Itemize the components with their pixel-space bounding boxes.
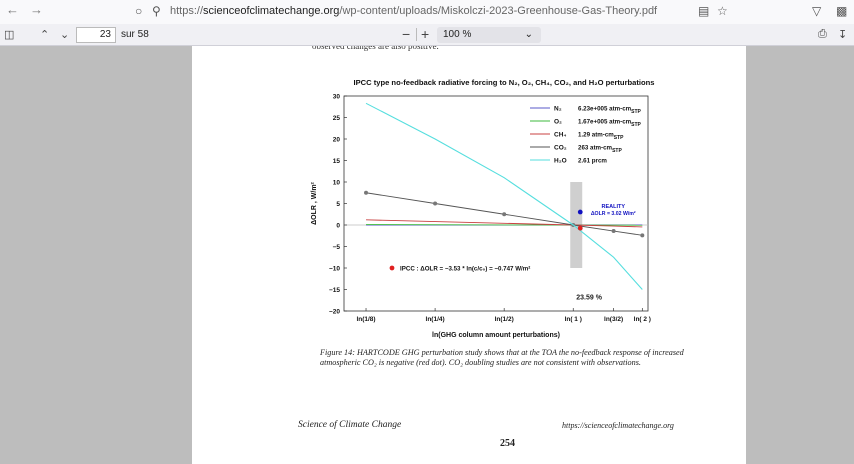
previous-page-icon[interactable]: ⌃	[40, 29, 50, 41]
legend-unit-sub: STP	[631, 109, 641, 115]
y-tick-label: 20	[333, 137, 341, 144]
lock-icon[interactable]: ⚲	[152, 4, 161, 18]
y-tick-label: 25	[333, 115, 341, 122]
figure-caption: Figure 14: HARTCODE GHG perturbation stu…	[320, 348, 684, 367]
legend-name: CO₂	[554, 145, 567, 152]
zoom-value: 100 %	[443, 29, 472, 40]
shaded-band-label: 23.59 %	[576, 294, 602, 301]
shield-icon[interactable]: ○	[135, 4, 143, 18]
forward-arrow-icon[interactable]: →	[30, 2, 43, 17]
extensions-icon[interactable]: ▩	[836, 4, 848, 18]
bookmark-star-icon[interactable]: ☆	[717, 4, 728, 18]
print-icon[interactable]: ⎙	[818, 28, 827, 40]
x-axis-label: ln(GHG column amount perturbations)	[432, 332, 560, 339]
url-field[interactable]: https://scienceofclimatechange.org/wp-co…	[170, 5, 657, 17]
footer-url: https://scienceofclimatechange.org	[562, 421, 674, 430]
legend-unit-sub: STP	[631, 122, 641, 128]
x-tick-label: ln( 2 )	[634, 316, 651, 323]
browser-url-bar: ← → ○ ⚲ https://scienceofclimatechange.o…	[0, 0, 854, 24]
back-arrow-icon[interactable]: ←	[6, 2, 19, 17]
legend-name: O₂	[554, 119, 562, 126]
x-tick-label: ln(3/2)	[604, 316, 623, 323]
page-total: sur 58	[121, 29, 149, 40]
chart-title: IPCC type no-feedback radiative forcing …	[353, 78, 654, 87]
series-marker	[611, 229, 616, 234]
y-tick-label: −20	[329, 309, 340, 316]
series-marker	[364, 190, 369, 195]
legend-unit-sub: STP	[614, 135, 624, 141]
x-tick-label: ln(1/2)	[495, 316, 514, 323]
ipcc-point	[577, 225, 583, 231]
reality-point	[577, 209, 583, 215]
y-tick-label: −10	[329, 266, 340, 273]
y-tick-label: 0	[336, 223, 340, 230]
reader-view-icon[interactable]: ▤	[698, 4, 710, 18]
reality-label: REALITY	[601, 204, 625, 210]
legend-amount: 1.67e+005 atm-cmSTP	[578, 119, 642, 129]
page-number-input[interactable]: 23	[76, 27, 116, 43]
forcing-chart: IPCC type no-feedback radiative forcing …	[311, 78, 655, 339]
pdf-page: observed changes are also positive. IPCC…	[192, 46, 746, 464]
y-tick-label: 30	[333, 94, 341, 101]
y-axis-label: ΔOLR , W/m²	[311, 181, 318, 224]
pdf-toolbar: ◫ ⌃ ⌄ 23 sur 58 − + 100 % ⌄ ⎙ ↧	[0, 24, 854, 46]
y-tick-label: 5	[336, 201, 340, 208]
series-marker	[502, 212, 507, 217]
x-tick-label: ln( 1 )	[565, 316, 582, 323]
reality-value-label: ΔOLR = 3.02 W/m²	[591, 211, 636, 217]
legend-name: H₂O	[554, 158, 567, 165]
next-page-icon[interactable]: ⌄	[60, 29, 70, 41]
page-number: 254	[500, 438, 515, 449]
series-line	[365, 192, 643, 236]
legend-amount: 1.29 atm-cmSTP	[578, 132, 624, 142]
ipcc-label: IPCC : ΔOLR = −3.53 * ln(c/c₀) = −0.747 …	[400, 266, 530, 273]
footer-journal: Science of Climate Change	[298, 420, 402, 430]
zoom-out-icon[interactable]: −	[402, 26, 411, 42]
y-tick-label: −5	[333, 244, 341, 251]
x-tick-label: ln(1/8)	[356, 316, 375, 323]
y-tick-label: 10	[333, 180, 341, 187]
legend-amount: 2.61 prcm	[578, 158, 607, 165]
x-tick-label: ln(1/4)	[426, 316, 445, 323]
url-domain: scienceofclimatechange.org	[203, 5, 340, 17]
ipcc-legend-dot	[389, 265, 395, 271]
zoom-in-icon[interactable]: +	[421, 26, 430, 42]
url-path: /wp-content/uploads/Miskolczi-2023-Green…	[339, 5, 658, 17]
legend-name: N₂	[554, 106, 562, 113]
zoom-select[interactable]: 100 % ⌄	[437, 27, 541, 43]
legend-amount: 6.23e+005 atm-cmSTP	[578, 106, 642, 116]
zoom-divider	[416, 28, 417, 41]
sidebar-toggle-icon[interactable]: ◫	[4, 29, 15, 41]
legend-amount: 263 atm-cmSTP	[578, 145, 622, 155]
y-tick-label: 15	[333, 158, 341, 165]
series-line	[366, 224, 643, 226]
save-icon[interactable]: ↧	[838, 29, 848, 41]
legend-name: CH₄	[554, 132, 567, 139]
url-prefix: https://	[170, 5, 204, 17]
legend-unit-sub: STP	[612, 148, 622, 154]
series-line	[365, 102, 643, 290]
y-tick-label: −15	[329, 287, 340, 294]
pocket-icon[interactable]: ▽	[812, 4, 822, 18]
series-marker	[433, 201, 438, 206]
series-line	[366, 219, 643, 228]
cut-off-text-line: observed changes are also positive.	[312, 46, 439, 51]
series-marker	[640, 233, 645, 238]
chevron-down-icon: ⌄	[524, 29, 533, 40]
